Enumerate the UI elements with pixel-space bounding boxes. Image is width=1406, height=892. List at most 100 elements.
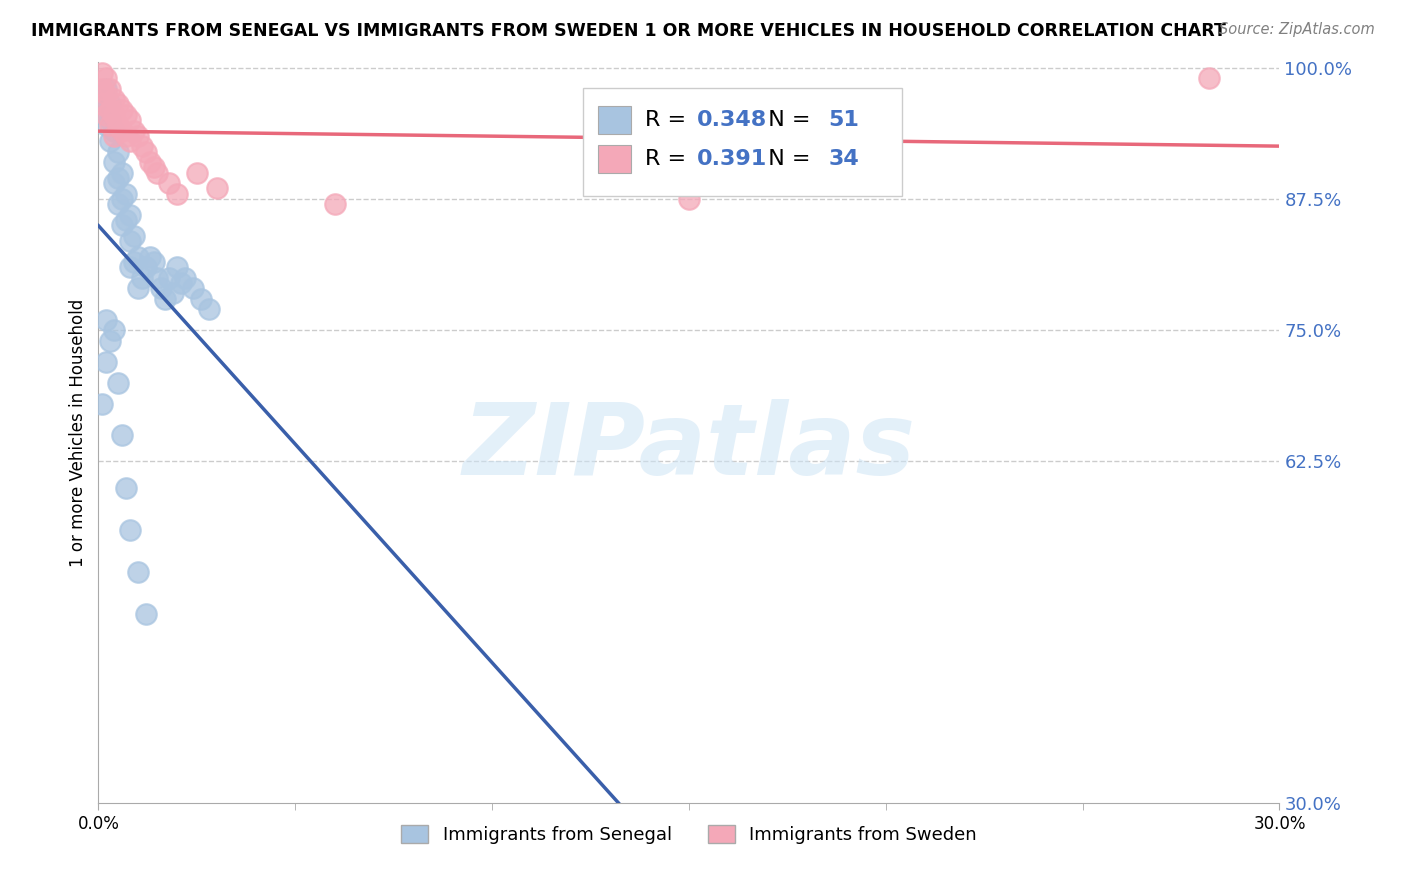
Point <box>111 124 134 138</box>
Point <box>98 97 121 112</box>
Text: 34: 34 <box>828 149 859 169</box>
Text: 51: 51 <box>828 111 859 130</box>
Point <box>197 302 219 317</box>
Point <box>115 481 138 495</box>
Point <box>91 97 114 112</box>
Point <box>96 355 118 369</box>
Point <box>107 376 129 390</box>
Point <box>138 250 160 264</box>
Point <box>103 124 125 138</box>
Point <box>91 103 114 117</box>
Point <box>142 161 165 175</box>
Point <box>91 66 114 80</box>
Point <box>96 312 118 326</box>
Point <box>107 145 129 159</box>
FancyBboxPatch shape <box>598 145 631 173</box>
Point <box>98 103 121 117</box>
Point <box>142 255 165 269</box>
Point <box>111 192 134 206</box>
Point <box>103 128 125 143</box>
Point <box>122 124 145 138</box>
Point <box>170 276 193 290</box>
Point <box>111 103 134 117</box>
Point <box>103 108 125 122</box>
Point <box>118 234 141 248</box>
FancyBboxPatch shape <box>598 106 631 135</box>
Point <box>98 119 121 133</box>
Point <box>150 281 173 295</box>
Point <box>155 292 177 306</box>
Point <box>107 171 129 186</box>
Text: 0.348: 0.348 <box>697 111 768 130</box>
Legend: Immigrants from Senegal, Immigrants from Sweden: Immigrants from Senegal, Immigrants from… <box>392 815 986 853</box>
Point <box>91 81 114 95</box>
Point <box>91 87 114 101</box>
Text: 0.391: 0.391 <box>697 149 768 169</box>
Point <box>107 197 129 211</box>
Point <box>135 260 157 275</box>
Point <box>127 281 149 295</box>
Point <box>118 208 141 222</box>
Text: ZIPatlas: ZIPatlas <box>463 399 915 496</box>
Text: N =: N = <box>754 149 817 169</box>
Point <box>98 81 121 95</box>
Point <box>131 270 153 285</box>
Point <box>91 397 114 411</box>
Text: Source: ZipAtlas.com: Source: ZipAtlas.com <box>1219 22 1375 37</box>
Point <box>127 565 149 579</box>
Point <box>118 523 141 537</box>
Point <box>103 323 125 337</box>
Point <box>111 166 134 180</box>
Point <box>157 270 180 285</box>
Point <box>122 255 145 269</box>
Point <box>115 186 138 201</box>
Point <box>98 134 121 148</box>
Point <box>103 155 125 169</box>
Point <box>96 71 118 86</box>
Y-axis label: 1 or more Vehicles in Household: 1 or more Vehicles in Household <box>69 299 87 566</box>
Point <box>146 270 169 285</box>
Point <box>205 181 228 195</box>
Point <box>166 186 188 201</box>
Point <box>122 228 145 243</box>
Point <box>96 81 118 95</box>
Text: N =: N = <box>754 111 817 130</box>
Text: R =: R = <box>645 111 693 130</box>
Point <box>186 166 208 180</box>
Point <box>111 428 134 442</box>
Point <box>115 213 138 227</box>
Point <box>323 197 346 211</box>
Point <box>135 607 157 621</box>
Point <box>678 192 700 206</box>
Point <box>131 139 153 153</box>
Point <box>146 166 169 180</box>
Point <box>1198 71 1220 86</box>
Point <box>166 260 188 275</box>
Point <box>127 250 149 264</box>
Point <box>118 113 141 128</box>
Point <box>98 334 121 348</box>
Text: IMMIGRANTS FROM SENEGAL VS IMMIGRANTS FROM SWEDEN 1 OR MORE VEHICLES IN HOUSEHOL: IMMIGRANTS FROM SENEGAL VS IMMIGRANTS FR… <box>31 22 1226 40</box>
Point <box>107 119 129 133</box>
Point <box>138 155 160 169</box>
Point <box>115 108 138 122</box>
Point <box>107 97 129 112</box>
Point <box>181 281 204 295</box>
Point <box>103 176 125 190</box>
Point <box>190 292 212 306</box>
Point <box>174 270 197 285</box>
Point <box>118 260 141 275</box>
Point <box>127 128 149 143</box>
Point <box>103 92 125 106</box>
Point <box>98 113 121 128</box>
Point <box>135 145 157 159</box>
Point <box>162 286 184 301</box>
Point <box>115 128 138 143</box>
Point <box>111 218 134 232</box>
FancyBboxPatch shape <box>582 88 901 195</box>
Text: R =: R = <box>645 149 693 169</box>
Point <box>96 87 118 101</box>
Point <box>157 176 180 190</box>
Point <box>96 108 118 122</box>
Point <box>118 134 141 148</box>
